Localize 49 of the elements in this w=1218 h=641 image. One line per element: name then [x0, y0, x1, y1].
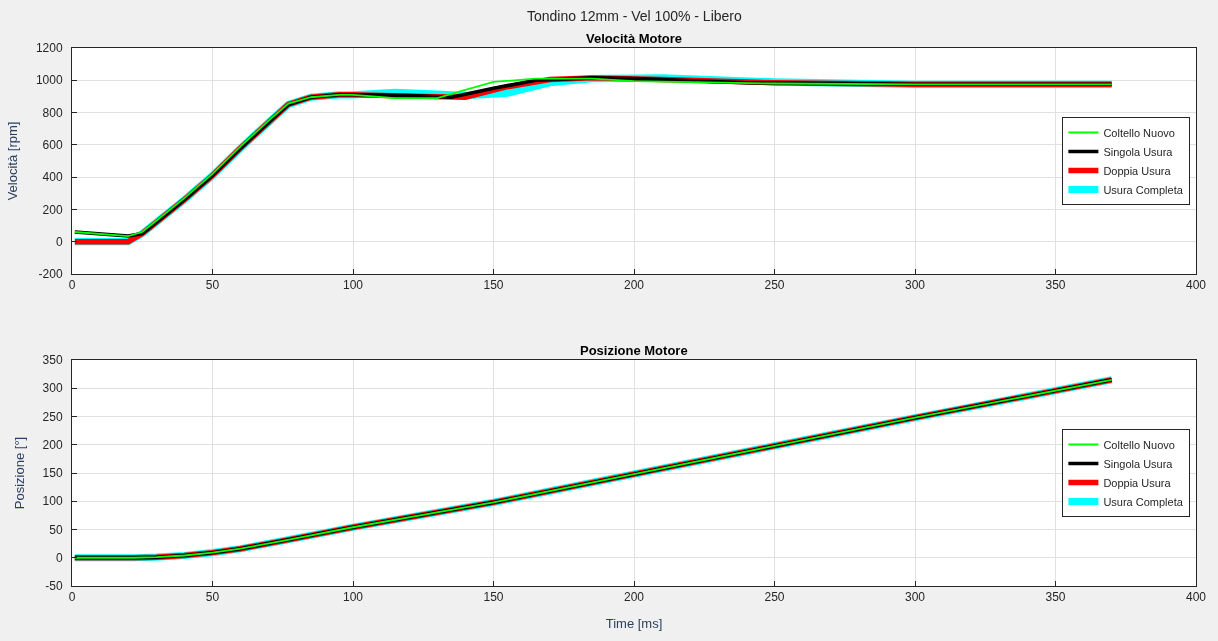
x-tick-label: 100 — [342, 590, 364, 605]
y-tick-label: 150 — [42, 466, 63, 481]
y-tick-label: 200 — [42, 202, 63, 217]
x-tick-label: 100 — [342, 278, 364, 293]
legend-label: Singola Usura — [1103, 145, 1174, 158]
legend-label: Doppia Usura — [1103, 476, 1172, 489]
y-tick-label: 350 — [42, 353, 63, 368]
x-tick-label: 250 — [764, 590, 785, 605]
y-tick-label: -200 — [38, 267, 63, 282]
x-tick-label: 400 — [1185, 590, 1207, 605]
y-tick-label: 600 — [42, 138, 63, 153]
x-tick-label: 50 — [205, 590, 220, 605]
y-tick-label: 250 — [42, 409, 63, 424]
chart-title: Posizione Motore — [580, 343, 688, 358]
chart-subtitle: Velocità Motore — [586, 31, 683, 46]
y-tick-label: 300 — [42, 381, 63, 396]
x-tick-label: 350 — [1045, 590, 1066, 605]
x-tick-label: 350 — [1045, 278, 1066, 293]
x-tick-label: 250 — [764, 278, 785, 293]
legend-label: Coltello Nuovo — [1103, 126, 1175, 139]
chart-title: Tondino 12mm - Vel 100% - Libero — [527, 8, 742, 24]
x-tick-label: 150 — [483, 278, 504, 293]
y-tick-label: 50 — [49, 522, 63, 537]
x-axis-title: Time [ms] — [605, 616, 663, 631]
x-tick-label: 0 — [68, 278, 76, 293]
x-tick-label: 300 — [904, 278, 926, 293]
legend-label: Singola Usura — [1103, 457, 1174, 470]
y-tick-label: 1200 — [35, 41, 63, 56]
x-tick-label: 0 — [68, 590, 76, 605]
legend-label: Doppia Usura — [1103, 164, 1172, 177]
y-tick-label: 200 — [42, 437, 63, 452]
legend-label: Coltello Nuovo — [1103, 438, 1175, 451]
y-tick-label: 100 — [42, 494, 63, 509]
y-tick-label: 1000 — [35, 73, 63, 88]
y-axis-title: Posizione [°] — [11, 436, 27, 510]
legend-label: Usura Completa — [1103, 183, 1184, 196]
y-tick-label: 0 — [55, 550, 63, 565]
x-tick-label: 200 — [623, 590, 645, 605]
x-tick-label: 150 — [483, 590, 504, 605]
x-tick-label: 50 — [205, 278, 220, 293]
x-tick-label: 200 — [623, 278, 645, 293]
y-tick-label: 800 — [42, 105, 63, 120]
x-tick-label: 400 — [1185, 278, 1207, 293]
y-axis-title: Velocità [rpm] — [4, 121, 20, 201]
legend-label: Usura Completa — [1103, 495, 1184, 508]
y-tick-label: -50 — [45, 579, 63, 594]
x-tick-label: 300 — [904, 590, 926, 605]
y-tick-label: 0 — [55, 234, 63, 249]
y-tick-label: 400 — [42, 170, 63, 185]
